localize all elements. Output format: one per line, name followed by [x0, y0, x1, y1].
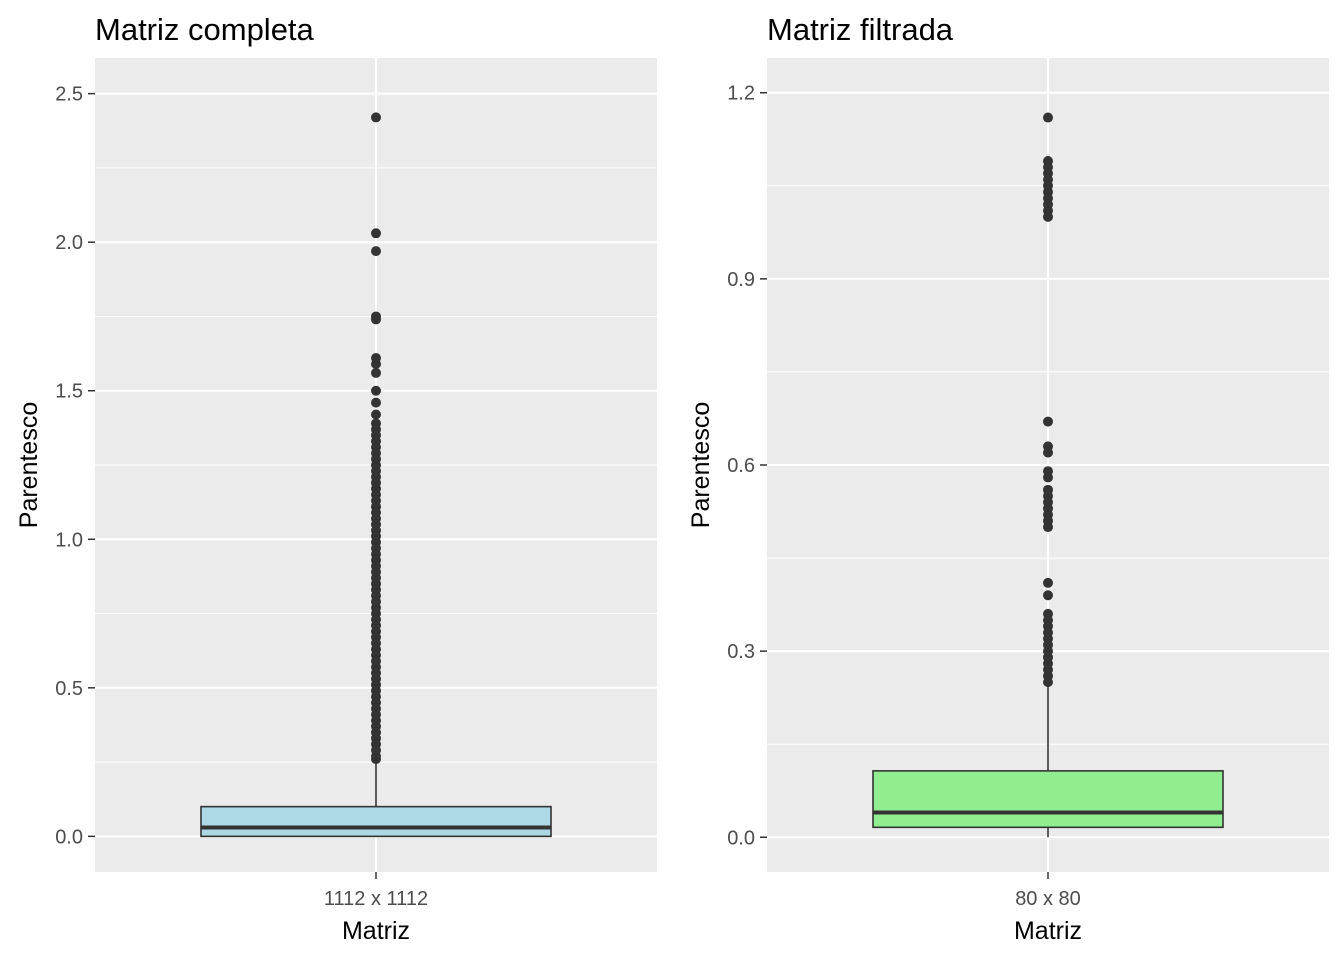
outlier-point [371, 314, 381, 325]
y-tick-label: 2.5 [55, 84, 83, 106]
outlier-point [371, 228, 381, 239]
outlier-point [371, 754, 381, 765]
outlier-point [1043, 590, 1053, 601]
outlier-point [1043, 112, 1053, 123]
y-tick-label: 0.6 [727, 455, 755, 477]
boxplot [200, 762, 552, 838]
y-tick-label: 0.5 [55, 678, 83, 700]
box-iqr [200, 805, 552, 838]
y-tick-label: 0.3 [727, 641, 755, 663]
y-tick-label: 0.0 [55, 826, 83, 848]
box-iqr [872, 770, 1224, 829]
outlier-point [371, 112, 381, 123]
y-tick-label: 2.0 [55, 232, 83, 254]
y-axis-title: Parentesco [687, 402, 715, 528]
outlier-point [371, 358, 381, 369]
y-tick-label: 0.0 [727, 827, 755, 849]
y-axis: 0.0 0.5 1.0 1.5 2.0 2.5 [55, 84, 377, 879]
y-axis-title: Parentesco [15, 402, 43, 528]
y-tick-label: 1.5 [55, 381, 83, 403]
outlier-point [1043, 211, 1053, 222]
x-tick-label: 1112 x 1112 [324, 888, 428, 910]
y-tick-label: 1.0 [55, 529, 83, 551]
outlier-point [1043, 577, 1053, 588]
outlier-point [371, 409, 381, 420]
boxplot [872, 682, 1224, 838]
outlier-points [1043, 112, 1053, 688]
chart-title: Matriz filtrada [767, 12, 954, 47]
chart-title: Matriz completa [95, 12, 315, 47]
panel-matriz-completa: Matriz completa 0.0 0.5 1.0 1.5 2.0 2.5 1112 … [15, 12, 657, 945]
outlier-point [371, 385, 381, 396]
y-axis: 0.0 0.3 0.6 0.9 1.2 [727, 83, 1049, 879]
x-axis-title: Matriz [1014, 917, 1082, 945]
outlier-point [371, 367, 381, 378]
outlier-points [371, 112, 381, 765]
x-tick-label: 80 x 80 [1015, 888, 1081, 910]
outlier-point [371, 397, 381, 408]
outlier-point [1043, 522, 1053, 533]
outlier-point [1043, 416, 1053, 427]
y-tick-label: 1.2 [727, 83, 755, 105]
outlier-point [1043, 447, 1053, 458]
y-tick-label: 0.9 [727, 269, 755, 291]
outlier-point [1043, 472, 1053, 483]
outlier-point [371, 246, 381, 257]
panel-matriz-filtrada: Matriz filtrada 0.00.30.60.91.2 80 x 80 … [687, 12, 1329, 945]
x-axis-title: Matriz [342, 917, 410, 945]
